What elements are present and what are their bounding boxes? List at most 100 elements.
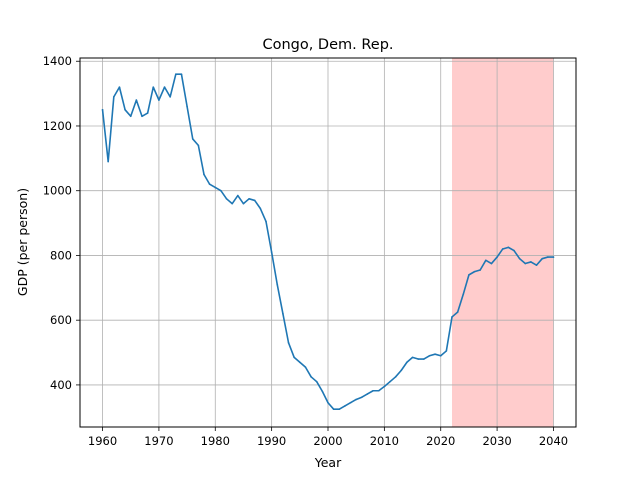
data-point xyxy=(299,361,301,364)
data-point xyxy=(411,356,414,359)
x-tick-label: 2040 xyxy=(539,434,568,448)
data-point xyxy=(451,316,453,318)
data-point xyxy=(118,86,121,88)
data-point xyxy=(377,389,380,392)
y-tick-label: 1200 xyxy=(43,119,72,133)
data-point xyxy=(547,256,549,258)
data-point xyxy=(113,96,115,98)
x-tick-label: 1970 xyxy=(144,434,173,448)
data-point xyxy=(169,96,171,98)
data-point xyxy=(485,259,487,262)
data-point xyxy=(186,105,188,108)
y-tick-label: 400 xyxy=(50,378,72,392)
data-point xyxy=(282,312,284,315)
data-point xyxy=(141,115,143,118)
data-point xyxy=(524,262,527,265)
chart-title: Congo, Dem. Rep. xyxy=(262,37,393,53)
data-point xyxy=(253,199,256,202)
data-point xyxy=(349,401,352,404)
data-point xyxy=(456,311,459,313)
data-point xyxy=(366,393,369,395)
data-point xyxy=(434,353,436,355)
data-point xyxy=(248,198,250,200)
data-point xyxy=(304,366,307,368)
data-point xyxy=(400,369,403,372)
data-point xyxy=(344,405,346,407)
data-point xyxy=(237,194,239,197)
data-point xyxy=(338,408,341,410)
data-point xyxy=(462,293,465,296)
data-point xyxy=(146,112,149,114)
data-point xyxy=(361,396,363,399)
data-point xyxy=(293,356,295,359)
data-point xyxy=(496,256,498,258)
data-point xyxy=(220,189,222,192)
data-point xyxy=(423,358,425,360)
data-point xyxy=(332,408,335,410)
data-point xyxy=(428,354,431,357)
data-point xyxy=(259,207,262,210)
data-point xyxy=(315,380,318,383)
data-point xyxy=(541,257,543,260)
data-point xyxy=(158,99,160,101)
data-point xyxy=(231,202,233,205)
data-point xyxy=(479,269,481,271)
data-point xyxy=(175,73,177,75)
x-tick-label: 1960 xyxy=(88,434,117,448)
highlight-region xyxy=(452,58,554,427)
data-point xyxy=(501,248,504,250)
x-axis-label: Year xyxy=(314,455,342,470)
data-point xyxy=(208,183,211,186)
x-tick-label: 2030 xyxy=(482,434,511,448)
data-point xyxy=(355,398,357,401)
data-point xyxy=(197,144,200,147)
data-point xyxy=(242,202,245,205)
data-point xyxy=(310,376,312,378)
data-point xyxy=(490,262,493,265)
data-point xyxy=(270,251,273,254)
data-point xyxy=(445,350,448,352)
data-point xyxy=(163,86,166,88)
data-point xyxy=(406,361,408,364)
data-point xyxy=(191,138,194,140)
y-tick-label: 1400 xyxy=(43,54,72,68)
data-point xyxy=(107,160,109,163)
data-point xyxy=(552,256,555,258)
x-tick-label: 2000 xyxy=(313,434,342,448)
data-point xyxy=(135,99,138,101)
data-point xyxy=(124,108,126,111)
data-point xyxy=(214,186,217,189)
data-point xyxy=(152,86,155,88)
data-point xyxy=(389,380,391,383)
data-point xyxy=(513,249,515,252)
data-point xyxy=(394,376,397,378)
data-point xyxy=(468,274,470,276)
data-point xyxy=(276,283,279,286)
x-tick-label: 1990 xyxy=(257,434,286,448)
data-point xyxy=(383,385,386,388)
data-point xyxy=(265,220,267,223)
data-point xyxy=(101,108,104,111)
x-tick-label: 1980 xyxy=(201,434,230,448)
y-tick-label: 1000 xyxy=(43,184,72,198)
y-tick-label: 800 xyxy=(50,248,72,262)
y-axis-label: GDP (per person) xyxy=(15,188,30,296)
data-point xyxy=(203,173,205,176)
data-point xyxy=(439,354,442,357)
y-tick-label: 600 xyxy=(50,313,72,327)
x-tick-label: 2010 xyxy=(370,434,399,448)
data-point xyxy=(530,261,532,263)
data-point xyxy=(321,390,324,393)
x-tick-label: 2020 xyxy=(426,434,455,448)
data-point xyxy=(180,73,183,75)
data-point xyxy=(417,358,419,360)
data-point xyxy=(327,401,329,404)
data-point xyxy=(372,389,374,392)
data-point xyxy=(473,270,476,273)
data-point xyxy=(129,115,132,118)
data-point xyxy=(507,246,510,249)
data-point xyxy=(287,342,290,344)
data-point xyxy=(535,264,538,266)
data-point xyxy=(225,198,228,200)
